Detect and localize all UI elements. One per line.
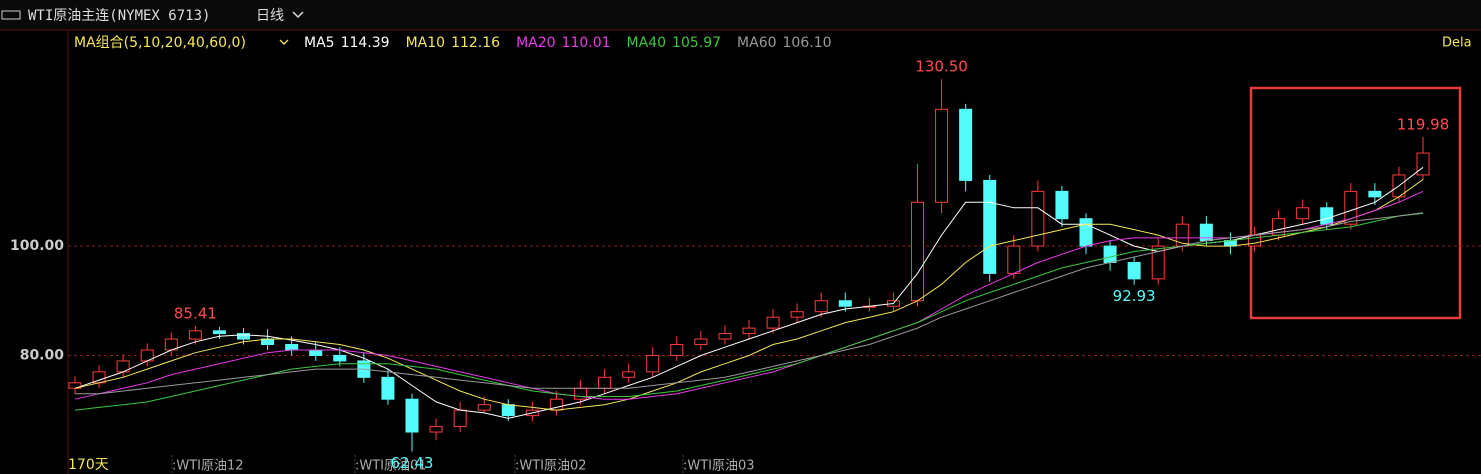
candle-body bbox=[381, 376, 395, 400]
ma-line bbox=[74, 179, 1424, 411]
span-label: 170天 bbox=[68, 457, 109, 473]
candle-body bbox=[405, 398, 419, 433]
contract-label: :WTI原油01 bbox=[355, 459, 427, 474]
candle-body bbox=[935, 108, 949, 203]
candle-body bbox=[670, 344, 684, 356]
candle-body bbox=[1344, 190, 1358, 225]
ma-line bbox=[75, 212, 1424, 395]
candle-body bbox=[237, 333, 250, 340]
legend-name: MA5 bbox=[304, 35, 335, 51]
legend-value: 110.01 bbox=[562, 35, 611, 51]
candle-body bbox=[1416, 152, 1430, 176]
ma-line bbox=[74, 212, 1424, 411]
candle-body bbox=[574, 387, 587, 400]
extreme-label: 119.98 bbox=[1397, 115, 1450, 133]
candle-body bbox=[959, 108, 973, 181]
candle-body bbox=[983, 179, 997, 274]
candle-body bbox=[1368, 190, 1382, 198]
candle-body bbox=[188, 330, 202, 340]
period[interactable]: 日线 bbox=[256, 8, 284, 24]
candle-body bbox=[790, 311, 804, 318]
candle-body bbox=[1151, 245, 1165, 280]
delay-label: Dela bbox=[1442, 36, 1472, 51]
candle-body bbox=[1127, 261, 1141, 280]
legend-name: MA10 bbox=[406, 35, 445, 51]
candle-body bbox=[1031, 190, 1045, 247]
extreme-label: 62.43 bbox=[391, 454, 434, 472]
candle-body bbox=[766, 316, 780, 329]
extreme-label: 92.93 bbox=[1113, 287, 1156, 305]
candle-body bbox=[285, 344, 299, 351]
candle-body bbox=[598, 376, 612, 389]
legend-value: 112.16 bbox=[451, 35, 500, 51]
legend-name: MA40 bbox=[627, 35, 666, 51]
candle-body bbox=[814, 300, 828, 313]
highlight-box bbox=[1249, 86, 1462, 320]
legend-name: MA60 bbox=[737, 35, 776, 51]
candle-body bbox=[646, 354, 660, 373]
ma-line bbox=[74, 190, 1424, 400]
candle-body bbox=[1320, 207, 1334, 225]
candle-body bbox=[694, 338, 708, 346]
candle-body bbox=[453, 409, 467, 428]
candle-body bbox=[333, 354, 347, 362]
instrument-title[interactable]: WTI原油主连(NYMEX 6713) bbox=[28, 8, 210, 24]
legend-value: 114.39 bbox=[341, 35, 390, 51]
candle-body bbox=[911, 201, 924, 302]
candle-body bbox=[1296, 207, 1310, 220]
candle-body bbox=[1055, 190, 1069, 220]
legend-value: 105.97 bbox=[672, 35, 721, 51]
candle-body bbox=[429, 426, 443, 433]
contract-label: :WTI原油02 bbox=[515, 459, 587, 474]
candle-body bbox=[1079, 218, 1093, 247]
ma-group[interactable]: MA组合(5,10,20,40,60,0) bbox=[74, 35, 246, 51]
contract-label: :WTI原油03 bbox=[683, 459, 755, 474]
extreme-label: 85.41 bbox=[174, 304, 217, 322]
y-tick-label: 80.00 bbox=[20, 347, 65, 363]
candle-body bbox=[1007, 245, 1021, 274]
candle-body bbox=[501, 404, 515, 417]
toolbar bbox=[0, 0, 1481, 30]
contract-label: :WTI原油12 bbox=[172, 459, 244, 474]
ma-dropdown[interactable] bbox=[279, 39, 289, 45]
candle-body bbox=[1103, 245, 1117, 263]
y-tick-label: 100.00 bbox=[10, 238, 64, 254]
candle-body bbox=[622, 371, 636, 378]
period-dropdown[interactable] bbox=[292, 11, 304, 19]
candle-body bbox=[742, 327, 756, 335]
candle-body bbox=[718, 333, 732, 340]
extreme-label: 130.50 bbox=[915, 58, 968, 76]
candle-body bbox=[838, 300, 852, 307]
link-icon[interactable] bbox=[1, 10, 21, 20]
candle-body bbox=[477, 404, 491, 411]
legend-name: MA20 bbox=[516, 35, 555, 51]
legend-value: 106.10 bbox=[783, 35, 832, 51]
candle-body bbox=[212, 330, 226, 335]
candle-body bbox=[1248, 234, 1261, 247]
candle-body bbox=[309, 349, 323, 356]
